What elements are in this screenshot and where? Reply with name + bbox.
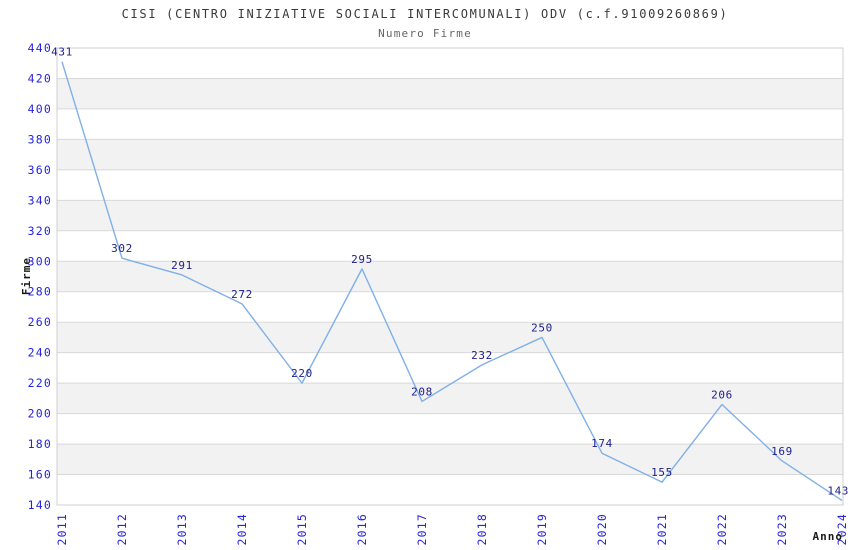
chart-subtitle: Numero Firme (378, 27, 472, 40)
data-point-label: 206 (711, 388, 733, 401)
y-tick-label: 380 (28, 132, 52, 146)
x-tick-label: 2021 (655, 513, 669, 546)
x-tick-label: 2011 (55, 513, 69, 546)
data-point-label: 250 (531, 321, 553, 334)
data-point-label: 291 (171, 259, 193, 272)
data-point-label: 208 (411, 385, 433, 398)
series-line (61, 61, 843, 502)
plot-band (57, 139, 843, 170)
x-tick-label: 2018 (475, 513, 489, 546)
chart-title: CISI (CENTRO INIZIATIVE SOCIALI INTERCOM… (121, 7, 729, 21)
x-tick-label: 2017 (415, 513, 429, 546)
y-tick-label: 240 (28, 346, 52, 360)
y-tick-label: 280 (28, 285, 52, 299)
x-tick-label: 2024 (835, 513, 849, 546)
y-tick-label: 400 (28, 102, 52, 116)
data-point-label: 169 (771, 445, 793, 458)
data-point-label: 232 (471, 349, 493, 362)
y-tick-label: 360 (28, 163, 52, 177)
y-tick-label: 160 (28, 468, 52, 482)
data-point-label: 302 (111, 242, 133, 255)
plot-band (57, 200, 843, 231)
y-tick-label: 180 (28, 437, 52, 451)
y-tick-label: 200 (28, 407, 52, 421)
x-axis-title: Anno (812, 530, 843, 543)
y-tick-label: 260 (28, 315, 52, 329)
y-tick-label: 320 (28, 224, 52, 238)
x-tick-label: 2023 (775, 513, 789, 546)
x-tick-label: 2016 (355, 513, 369, 546)
data-point-label: 174 (591, 437, 613, 450)
data-point-label: 295 (351, 253, 373, 266)
x-tick-label: 2019 (535, 513, 549, 546)
x-tick-label: 2013 (175, 513, 189, 546)
plot-band (57, 261, 843, 292)
y-tick-label: 300 (28, 254, 52, 268)
x-tick-label: 2014 (235, 513, 249, 546)
x-tick-label: 2020 (595, 513, 609, 546)
data-point-label: 143 (827, 484, 849, 497)
plot-border (56, 47, 844, 506)
x-tick-label: 2012 (115, 513, 129, 546)
data-point-label: 431 (51, 46, 73, 59)
plot-band (57, 322, 843, 353)
data-point-label: 272 (231, 288, 253, 301)
data-point-label: 220 (291, 367, 313, 380)
plot-band (57, 78, 843, 109)
y-tick-label: 420 (28, 71, 52, 85)
y-tick-label: 220 (28, 376, 52, 390)
plot-band (57, 444, 843, 475)
y-tick-label: 140 (28, 498, 52, 512)
y-tick-label: 440 (28, 41, 52, 55)
x-tick-label: 2022 (715, 513, 729, 546)
y-axis-title: Firme (20, 256, 33, 296)
data-point-label: 155 (651, 466, 673, 479)
y-tick-label: 340 (28, 193, 52, 207)
plot-band (57, 383, 843, 414)
x-tick-label: 2015 (295, 513, 309, 546)
